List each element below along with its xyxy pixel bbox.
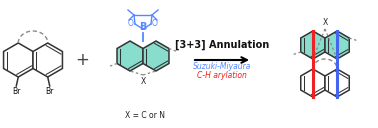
- Text: O: O: [152, 19, 158, 29]
- Polygon shape: [325, 31, 349, 59]
- Text: Suzuki-Miyaura: Suzuki-Miyaura: [193, 62, 251, 71]
- Polygon shape: [3, 43, 33, 77]
- Polygon shape: [33, 43, 62, 77]
- Polygon shape: [143, 41, 169, 71]
- Polygon shape: [301, 31, 325, 59]
- Text: Br: Br: [45, 87, 54, 96]
- Text: X = C or N: X = C or N: [125, 111, 165, 120]
- Text: X: X: [140, 77, 146, 86]
- Text: C-H arylation: C-H arylation: [197, 71, 247, 80]
- Text: Br: Br: [12, 87, 20, 96]
- Polygon shape: [325, 69, 349, 97]
- Text: O: O: [128, 19, 134, 29]
- Text: B: B: [139, 22, 147, 32]
- Text: X: X: [322, 18, 328, 27]
- Polygon shape: [117, 41, 143, 71]
- Text: +: +: [75, 51, 89, 69]
- Text: [3+3] Annulation: [3+3] Annulation: [175, 40, 269, 50]
- Polygon shape: [301, 69, 325, 97]
